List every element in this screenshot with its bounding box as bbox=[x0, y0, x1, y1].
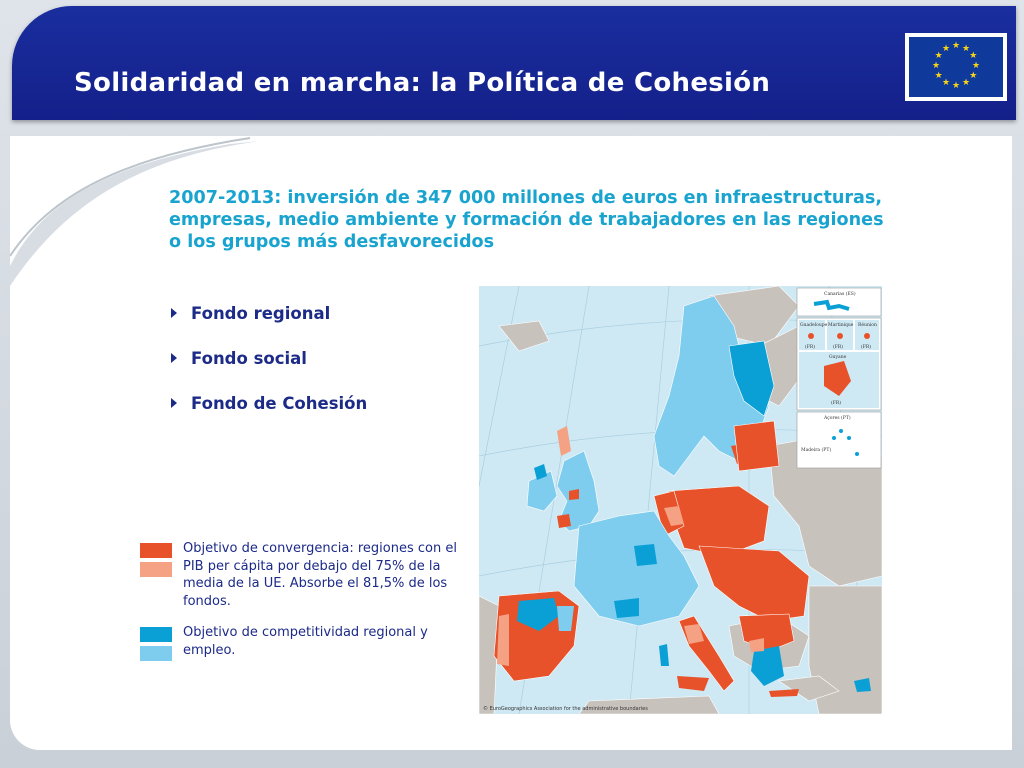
inset-label-fr: (FR) bbox=[831, 399, 841, 406]
eu-flag-logo: ★ ★ ★ ★ ★ ★ ★ ★ ★ ★ ★ ★ bbox=[905, 33, 1007, 101]
star-icon: ★ bbox=[961, 43, 971, 54]
legend-convergence: Objetivo de convergencia: regiones con e… bbox=[140, 540, 470, 610]
legend-competitiveness-text: Objetivo de competitividad regional y em… bbox=[183, 625, 428, 658]
star-icon: ★ bbox=[961, 78, 971, 89]
inset-label-fr: (FR) bbox=[861, 343, 871, 350]
header-bar: Solidaridad en marcha: la Política de Co… bbox=[12, 6, 1016, 120]
inset-label-acores: Açores (PT) bbox=[823, 414, 851, 421]
legend-competitiveness: Objetivo de competitividad regional y em… bbox=[140, 624, 470, 665]
bullet-label: Fondo regional bbox=[191, 303, 331, 323]
inset-label-fr: (FR) bbox=[833, 343, 843, 350]
star-icon: ★ bbox=[951, 81, 961, 91]
bullet-label: Fondo social bbox=[191, 348, 307, 368]
star-icon: ★ bbox=[941, 43, 951, 54]
star-icon: ★ bbox=[931, 61, 941, 71]
bullet-fondo-social: Fondo social bbox=[171, 347, 367, 369]
star-icon: ★ bbox=[941, 78, 951, 89]
bullet-arrow-icon bbox=[171, 398, 177, 408]
star-icon: ★ bbox=[934, 71, 943, 81]
map-copyright: © EuroGeographics Association for the ad… bbox=[483, 706, 648, 712]
inset-label-fr: (FR) bbox=[805, 343, 815, 350]
decorative-swoosh bbox=[10, 137, 260, 286]
inset-label-martinique: Martinique bbox=[828, 322, 854, 328]
inset-label-guadeloupe: Guadeloupe bbox=[800, 322, 828, 328]
bullet-label: Fondo de Cohesión bbox=[191, 393, 368, 413]
convergence-swatch bbox=[140, 543, 172, 558]
phasing-out-swatch bbox=[140, 562, 172, 577]
star-icon: ★ bbox=[969, 51, 978, 61]
bullet-fondo-cohesion: Fondo de Cohesión bbox=[171, 392, 367, 414]
subtitle: 2007-2013: inversión de 347 000 millones… bbox=[169, 188, 884, 252]
phasing-in-swatch bbox=[140, 646, 172, 661]
bullet-list: Fondo regional Fondo social Fondo de Coh… bbox=[171, 302, 367, 437]
bullet-fondo-regional: Fondo regional bbox=[171, 302, 367, 324]
bullet-arrow-icon bbox=[171, 308, 177, 318]
inset-label-guyane: Guyane bbox=[829, 354, 847, 360]
content-panel: 2007-2013: inversión de 347 000 millones… bbox=[10, 136, 1012, 750]
legend-convergence-text: Objetivo de convergencia: regiones con e… bbox=[183, 541, 457, 609]
inset-label-madeira: Madeira (PT) bbox=[801, 446, 831, 453]
page-title: Solidaridad en marcha: la Política de Co… bbox=[74, 68, 771, 98]
bullet-arrow-icon bbox=[171, 353, 177, 363]
europe-map: Canarias (ES) Guadeloupe Martinique Réun… bbox=[479, 286, 882, 714]
star-icon: ★ bbox=[971, 61, 981, 71]
star-icon: ★ bbox=[969, 71, 978, 81]
competitiveness-swatch bbox=[140, 627, 172, 642]
map-legend: Objetivo de convergencia: regiones con e… bbox=[140, 540, 470, 679]
inset-label-canarias: Canarias (ES) bbox=[824, 290, 856, 297]
star-icon: ★ bbox=[951, 41, 961, 51]
inset-label-reunion: Réunion bbox=[858, 321, 877, 328]
europe-map-svg: Canarias (ES) Guadeloupe Martinique Réun… bbox=[479, 286, 882, 714]
star-icon: ★ bbox=[934, 51, 943, 61]
